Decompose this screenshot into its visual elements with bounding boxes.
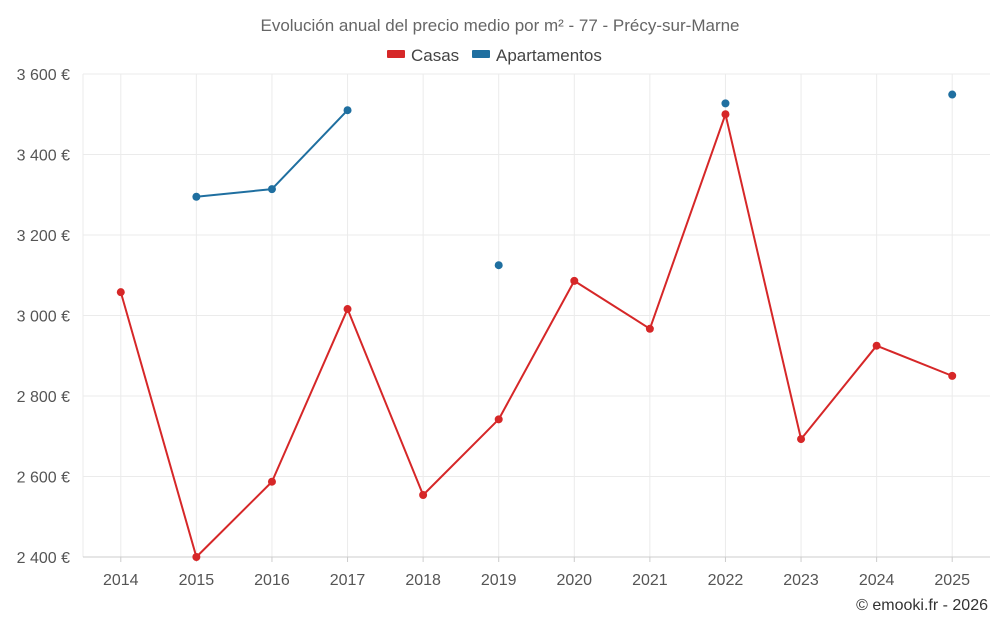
axes: 2 400 € 2 600 € 2 800 € 3 000 € 3 200 € 3 400… (17, 67, 990, 589)
x-tick-label: 2021 (632, 572, 668, 589)
legend-swatch-apartamentos (472, 50, 490, 58)
chart-title: Evolución anual del precio medio por m² … (260, 16, 739, 35)
y-tick-label: 3 200 € (17, 228, 70, 245)
data-point-casas[interactable] (570, 276, 579, 285)
y-tick-label: 3 400 € (17, 148, 70, 165)
x-tick-label: 2025 (934, 572, 970, 589)
y-tick-label: 2 800 € (17, 389, 70, 406)
credit-text: © emooki.fr - 2026 (856, 597, 988, 614)
x-tick-label: 2018 (405, 572, 441, 589)
data-point-apartamentos[interactable] (192, 192, 201, 201)
y-tick-label: 2 400 € (17, 550, 70, 567)
legend-swatch-casas (387, 50, 405, 58)
data-point-apartamentos[interactable] (721, 99, 730, 108)
data-point-casas[interactable] (343, 305, 352, 314)
data-point-casas[interactable] (721, 110, 730, 119)
legend-item-casas[interactable]: Casas (387, 46, 459, 65)
legend-label-casas: Casas (411, 46, 459, 65)
gridlines (83, 73, 990, 557)
data-point-casas[interactable] (494, 415, 503, 424)
data-point-casas[interactable] (192, 553, 201, 561)
data-point-casas[interactable] (872, 341, 881, 350)
x-tick-label: 2020 (556, 572, 592, 589)
x-tick-label: 2024 (859, 572, 895, 589)
y-tick-label: 3 600 € (17, 67, 70, 84)
series-casas (116, 110, 957, 561)
x-tick-label: 2023 (783, 572, 819, 589)
series-layer (116, 90, 957, 561)
data-point-apartamentos[interactable] (267, 185, 276, 194)
data-point-casas[interactable] (116, 288, 125, 297)
x-tick-label: 2014 (103, 572, 139, 589)
data-point-casas[interactable] (419, 491, 428, 500)
data-point-apartamentos[interactable] (948, 90, 957, 99)
x-tick-label: 2017 (330, 572, 366, 589)
x-tick-label: 2022 (708, 572, 744, 589)
x-tick-label: 2015 (179, 572, 215, 589)
y-tick-label: 3 000 € (17, 309, 70, 326)
data-point-apartamentos[interactable] (343, 106, 352, 115)
data-point-casas[interactable] (267, 477, 276, 486)
series-apartamentos (192, 90, 957, 270)
data-point-casas[interactable] (797, 435, 806, 444)
series-line-casas (119, 113, 953, 558)
x-tick-label: 2016 (254, 572, 290, 589)
legend-item-apartamentos[interactable]: Apartamentos (472, 46, 602, 65)
x-tick-label: 2019 (481, 572, 517, 589)
data-point-casas[interactable] (645, 324, 654, 333)
legend-label-apartamentos: Apartamentos (496, 46, 602, 65)
data-point-apartamentos[interactable] (494, 261, 503, 270)
legend: Casas Apartamentos (387, 46, 602, 65)
data-point-casas[interactable] (948, 371, 957, 380)
y-tick-label: 2 600 € (17, 470, 70, 487)
